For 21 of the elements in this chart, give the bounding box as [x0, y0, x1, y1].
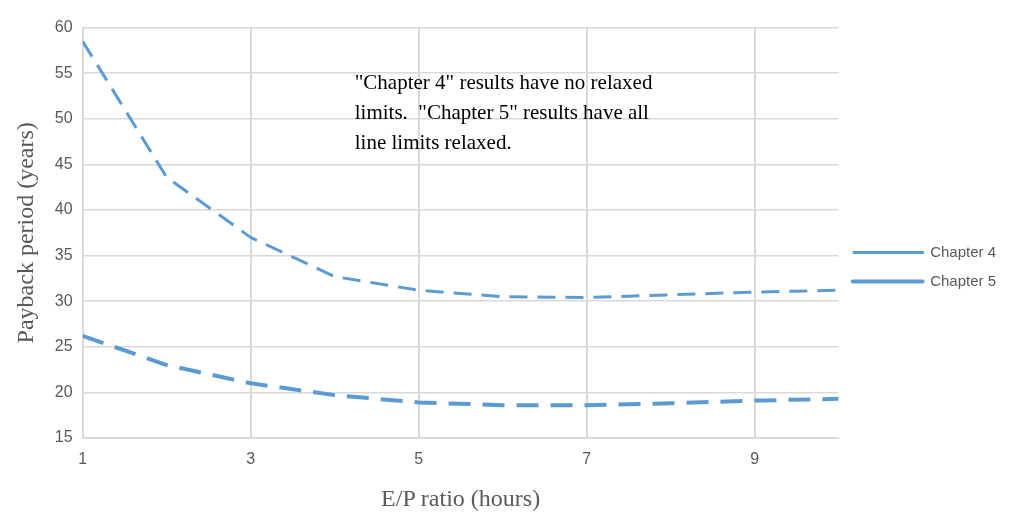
y-tick-label: 30 — [54, 291, 73, 309]
x-tick-label: 3 — [246, 450, 256, 468]
x-tick-label: 5 — [414, 450, 424, 468]
line-series — [82, 333, 839, 408]
y-tick-label: 40 — [54, 200, 73, 218]
x-tick-label: 9 — [750, 450, 760, 468]
y-tick-label: 35 — [54, 246, 73, 264]
y-tick-label: 60 — [54, 18, 73, 36]
y-tick-label: 55 — [54, 63, 73, 81]
y-tick-label: 25 — [54, 337, 73, 355]
legend-label: Chapter 4 — [930, 242, 996, 260]
legend-label: Chapter 5 — [930, 271, 996, 289]
annotation: "Chapter 4" results have no relaxed limits. "Chapter 5" results have all line limits relaxed. — [354, 69, 653, 154]
y-tick-label: 20 — [54, 382, 73, 400]
x-tick-label: 1 — [78, 450, 88, 468]
y-tick-label: 45 — [54, 154, 73, 172]
y-axis-title: Payback period (years) — [11, 122, 38, 344]
x-tick-label: 7 — [582, 450, 592, 468]
x-axis-title: E/P ratio (hours) — [381, 484, 541, 511]
y-tick-label: 15 — [54, 428, 73, 446]
y-tick-label: 50 — [54, 109, 73, 127]
